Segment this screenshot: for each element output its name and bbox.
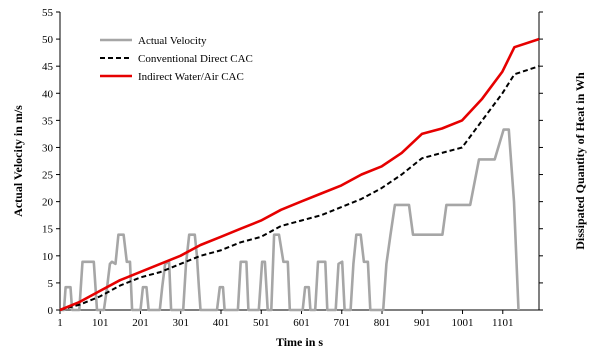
x-tick-label: 1001: [452, 317, 474, 329]
y-axis-title: Actual Velocity in m/s: [11, 105, 25, 217]
legend-label: Conventional Direct CAC: [138, 53, 253, 65]
y-tick-label: 35: [42, 115, 54, 127]
legend-group: Actual Velocity Conventional Direct CAC In…: [100, 35, 253, 83]
y-tick-label: 55: [42, 7, 54, 19]
x-tick-label: 301: [173, 317, 190, 329]
x-tick-label: 1101: [492, 317, 514, 329]
legend-label: Actual Velocity: [138, 35, 207, 47]
y-tick-label: 45: [42, 61, 54, 73]
x-tick-label: 801: [374, 317, 391, 329]
x-tick-label: 701: [334, 317, 351, 329]
y-tick-label: 15: [42, 224, 54, 236]
y-tick-label: 25: [42, 170, 54, 182]
x-axis-title: Time in s: [276, 335, 323, 349]
y-tick-label: 50: [42, 34, 54, 46]
x-tick-label: 101: [92, 317, 109, 329]
series-line-1: [60, 128, 520, 312]
series-line-2: [59, 65, 540, 311]
x-tick-label: 1: [57, 317, 63, 329]
y-tick-label: 30: [42, 142, 54, 154]
y-tick-label: 40: [42, 88, 54, 100]
series-line-3: [59, 37, 540, 312]
x-tick-label: 601: [293, 317, 310, 329]
series-group: [59, 37, 540, 312]
y-tick-label: 10: [42, 251, 54, 263]
y-tick-label: 0: [48, 305, 54, 317]
legend-label: Indirect Water/Air CAC: [138, 71, 244, 83]
x-tick-label: 501: [253, 317, 270, 329]
x-tick-label: 401: [213, 317, 230, 329]
y-tick-label: 20: [42, 197, 54, 209]
y2-axis-title: Dissipated Quantity of Heat in Wh: [573, 72, 587, 250]
x-tick-label: 201: [132, 317, 149, 329]
x-tick-label: 901: [414, 317, 431, 329]
y-tick-label: 5: [48, 278, 54, 290]
